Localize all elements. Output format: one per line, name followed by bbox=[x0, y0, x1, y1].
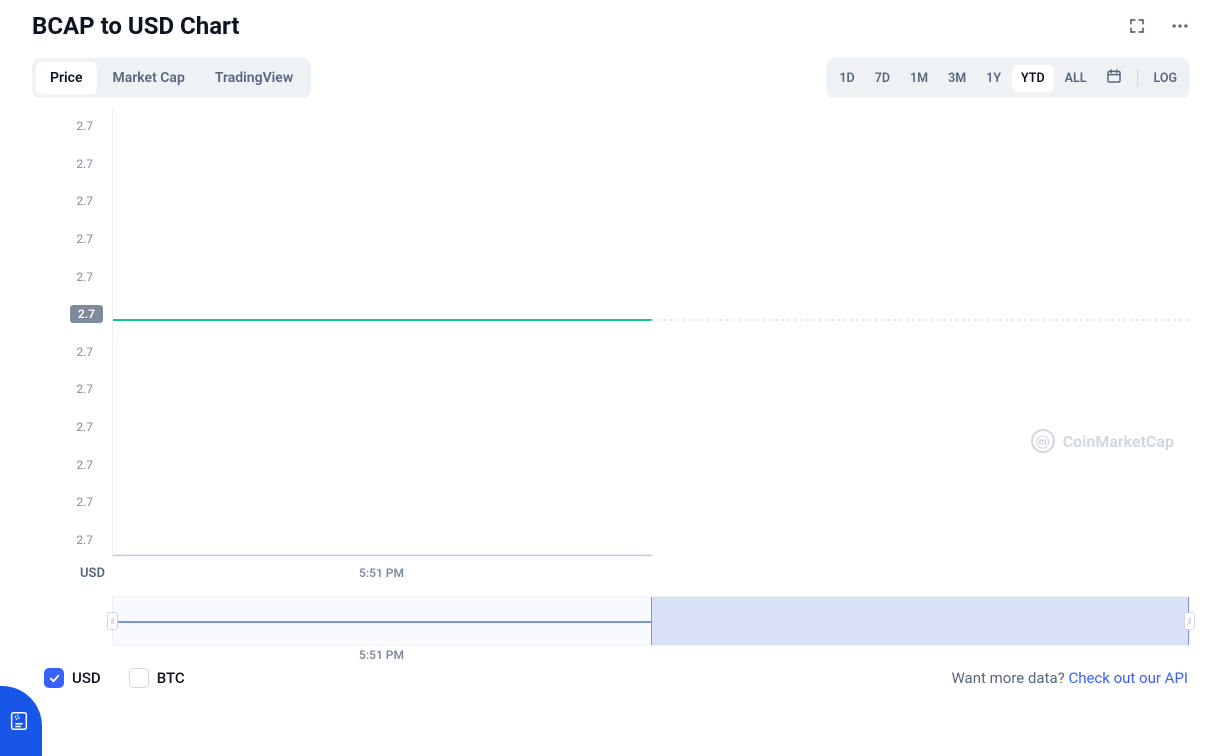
api-prompt: Want more data? bbox=[951, 669, 1068, 687]
checkbox-icon[interactable] bbox=[44, 668, 64, 688]
checkbox-icon[interactable] bbox=[129, 668, 149, 688]
nav-line bbox=[113, 621, 651, 623]
legend-label: USD bbox=[72, 669, 101, 687]
view-tab-price[interactable]: Price bbox=[36, 62, 97, 94]
range-tab-ytd[interactable]: YTD bbox=[1012, 65, 1054, 92]
range-tab-1d[interactable]: 1D bbox=[830, 65, 863, 92]
y-label: 2.7 bbox=[76, 194, 93, 208]
scale-toggle[interactable]: LOG bbox=[1144, 65, 1186, 92]
x-axis-labels: 5:51 PM bbox=[112, 566, 1190, 588]
chart-plot bbox=[113, 108, 1190, 574]
nav-handle-right[interactable]: ‖ bbox=[1184, 612, 1195, 630]
y-label-current: 2.7 bbox=[70, 305, 103, 323]
view-tab-market-cap[interactable]: Market Cap bbox=[99, 62, 199, 94]
side-widget-icon[interactable] bbox=[0, 686, 42, 756]
watermark-text: CoinMarketCap bbox=[1063, 432, 1174, 451]
y-label: 2.7 bbox=[76, 533, 93, 547]
chart-area: 2.7 2.7 2.7 2.7 2.7 2.7 2.7 2.7 2.7 2.7 2.7 2.7 ⓜ C… bbox=[32, 108, 1190, 558]
chart-footer: USD BTC Want more data? Check out our API bbox=[32, 668, 1190, 688]
y-label: 2.7 bbox=[76, 157, 93, 171]
legend: USD BTC bbox=[44, 668, 185, 688]
api-callout: Want more data? Check out our API bbox=[951, 669, 1188, 687]
range-tab-1y[interactable]: 1Y bbox=[977, 65, 1010, 92]
header-actions bbox=[1128, 16, 1190, 36]
x-tick: 5:51 PM bbox=[359, 566, 404, 580]
navigator-x-labels: 5:51 PM bbox=[112, 646, 1190, 666]
legend-item-usd[interactable]: USD bbox=[44, 668, 101, 688]
watermark: ⓜ CoinMarketCap bbox=[1031, 429, 1174, 453]
nav-selection[interactable] bbox=[651, 597, 1189, 645]
y-axis-unit: USD bbox=[80, 566, 105, 581]
divider bbox=[1137, 69, 1138, 87]
y-label: 2.7 bbox=[76, 270, 93, 284]
y-label: 2.7 bbox=[76, 382, 93, 396]
y-label: 2.7 bbox=[76, 232, 93, 246]
y-label: 2.7 bbox=[76, 119, 93, 133]
y-label: 2.7 bbox=[76, 458, 93, 472]
more-icon[interactable] bbox=[1170, 16, 1190, 36]
calendar-icon[interactable] bbox=[1097, 62, 1131, 94]
y-axis-labels: 2.7 2.7 2.7 2.7 2.7 2.7 2.7 2.7 2.7 2.7 2.7 2.7 bbox=[32, 108, 107, 558]
y-label: 2.7 bbox=[76, 495, 93, 509]
y-label: 2.7 bbox=[76, 420, 93, 434]
api-link[interactable]: Check out our API bbox=[1068, 669, 1188, 687]
navigator[interactable]: ‖ ‖ bbox=[112, 596, 1190, 646]
nav-handle-left[interactable]: ‖ bbox=[107, 612, 118, 630]
legend-item-btc[interactable]: BTC bbox=[129, 668, 185, 688]
range-tab-1m[interactable]: 1M bbox=[901, 65, 937, 92]
chart-header: BCAP to USD Chart bbox=[32, 12, 1190, 40]
view-tabs: PriceMarket CapTradingView bbox=[32, 58, 311, 98]
y-label: 2.7 bbox=[76, 345, 93, 359]
watermark-logo-icon: ⓜ bbox=[1031, 429, 1055, 453]
view-tab-tradingview[interactable]: TradingView bbox=[201, 62, 307, 94]
range-tab-3m[interactable]: 3M bbox=[939, 65, 975, 92]
range-tab-all[interactable]: ALL bbox=[1056, 65, 1096, 92]
fullscreen-icon[interactable] bbox=[1128, 17, 1146, 35]
nav-x-tick: 5:51 PM bbox=[359, 648, 404, 662]
legend-label: BTC bbox=[157, 669, 185, 687]
range-tab-7d[interactable]: 7D bbox=[866, 65, 899, 92]
chart-title: BCAP to USD Chart bbox=[32, 12, 240, 40]
chart-toolbar: PriceMarket CapTradingView 1D7D1M3M1YYTD… bbox=[32, 58, 1190, 98]
range-tabs: 1D7D1M3M1YYTDALL LOG bbox=[826, 58, 1190, 98]
